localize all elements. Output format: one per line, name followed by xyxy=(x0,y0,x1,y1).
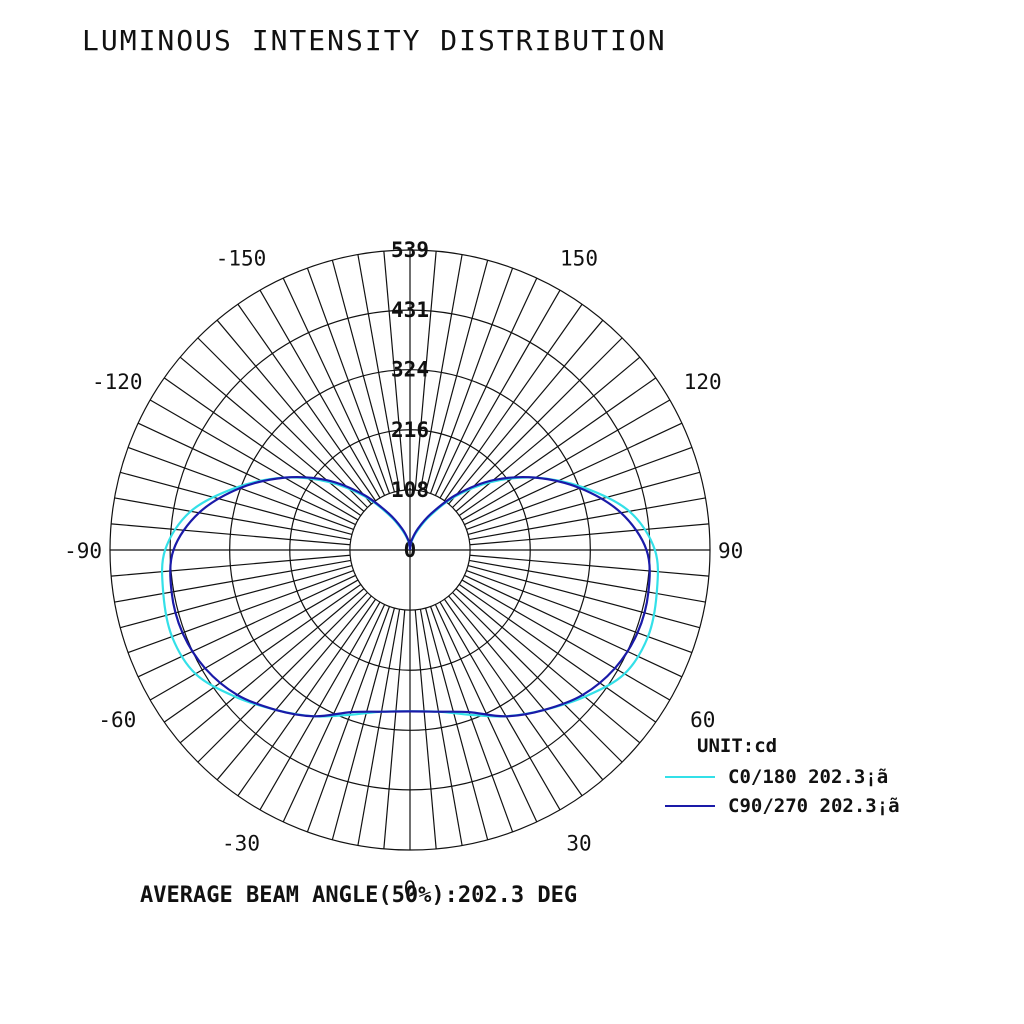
grid-spoke xyxy=(120,471,353,536)
grid-spoke xyxy=(179,588,365,744)
grid-spoke xyxy=(259,289,381,499)
grid-spoke xyxy=(306,267,391,494)
grid-spoke xyxy=(120,564,353,629)
grid-spoke xyxy=(439,289,561,499)
grid-spoke xyxy=(357,609,401,846)
radial-tick-label: 108 xyxy=(391,478,429,502)
grid-spoke xyxy=(452,337,623,508)
angle-label: -90 xyxy=(64,539,102,563)
grid-spoke xyxy=(197,592,368,763)
grid-spoke xyxy=(137,574,356,678)
grid-spoke xyxy=(331,260,396,493)
grid-spoke xyxy=(237,303,377,502)
grid-spoke xyxy=(434,277,538,496)
grid-spoke xyxy=(419,254,463,491)
grid-spoke xyxy=(467,471,700,536)
grid-spoke xyxy=(458,377,657,517)
grid-spoke xyxy=(455,588,641,744)
legend-label-c0: C0/180 202.3¡ã xyxy=(728,766,888,788)
grid-spoke xyxy=(448,595,604,781)
grid-spoke xyxy=(439,601,561,811)
radial-tick-label: 324 xyxy=(391,358,429,382)
radial-tick-label: 431 xyxy=(391,298,429,322)
grid-spoke xyxy=(429,267,514,494)
legend-label-c90: C90/270 202.3¡ã xyxy=(728,795,900,817)
grid-spoke xyxy=(237,598,377,797)
grid-spoke xyxy=(461,399,671,521)
angle-tick-labels: 0 30 -30 60 -60 90 -90 120 -120 150 -150 xyxy=(64,246,743,901)
grid-spoke xyxy=(137,422,356,526)
angle-label: 60 xyxy=(690,708,715,732)
grid-spoke xyxy=(469,554,709,577)
grid-spoke xyxy=(259,601,381,811)
grid-spoke xyxy=(149,399,359,521)
grid-spoke xyxy=(434,604,538,823)
grid-spoke xyxy=(163,377,362,517)
grid-spoke xyxy=(458,583,657,723)
angle-label: 150 xyxy=(560,246,598,270)
grid-spoke xyxy=(383,609,406,849)
grid-spoke xyxy=(414,609,437,849)
grid-spoke xyxy=(383,251,406,491)
grid-spoke xyxy=(464,574,683,678)
grid-spoke xyxy=(331,607,396,840)
grid-spoke xyxy=(179,356,365,512)
legend-unit: UNIT:cd xyxy=(697,735,777,757)
grid-spoke xyxy=(467,564,700,629)
grid-spoke xyxy=(114,559,351,603)
chart-title: LUMINOUS INTENSITY DISTRIBUTION xyxy=(82,24,667,57)
grid-spoke xyxy=(469,523,709,546)
grid-spoke xyxy=(306,606,391,833)
polar-grid xyxy=(109,249,711,851)
grid-spoke xyxy=(282,604,386,823)
grid-spoke xyxy=(455,356,641,512)
grid-spoke xyxy=(469,559,706,603)
grid-spoke xyxy=(443,598,583,797)
radial-tick-label: 539 xyxy=(391,238,429,262)
grid-spoke xyxy=(424,607,489,840)
grid-spoke xyxy=(466,569,693,654)
grid-spoke xyxy=(282,277,386,496)
grid-spoke xyxy=(357,254,401,491)
radial-tick-label: 216 xyxy=(391,418,429,442)
angle-label: -150 xyxy=(216,246,267,270)
angle-label: -30 xyxy=(222,832,260,856)
angle-label: 90 xyxy=(718,539,743,563)
angle-label: 0 xyxy=(404,877,417,901)
legend: UNIT:cd C0/180 202.3¡ã C90/270 202.3¡ã xyxy=(665,735,900,817)
grid-spoke xyxy=(163,583,362,723)
angle-label: -120 xyxy=(92,370,143,394)
grid-spoke xyxy=(114,497,351,541)
grid-spoke xyxy=(464,422,683,526)
grid-spoke xyxy=(111,523,351,546)
grid-spoke xyxy=(216,319,372,505)
intensity-curves xyxy=(160,475,660,718)
beam-angle-footer: AVERAGE BEAM ANGLE(50%):202.3 DEG xyxy=(140,883,577,908)
grid-spoke xyxy=(452,592,623,763)
grid-spoke xyxy=(111,554,351,577)
grid-spoke xyxy=(469,497,706,541)
grid-spoke xyxy=(424,260,489,493)
grid-spoke xyxy=(216,595,372,781)
angle-label: 120 xyxy=(684,370,722,394)
grid-spoke xyxy=(414,251,437,491)
grid-spoke xyxy=(419,609,463,846)
grid-spoke xyxy=(461,579,671,701)
grid-spoke xyxy=(448,319,604,505)
grid-spoke xyxy=(127,569,354,654)
grid-spoke xyxy=(197,337,368,508)
angle-label: -60 xyxy=(98,708,136,732)
curve-c90-270 xyxy=(169,475,651,718)
grid-spoke xyxy=(429,606,514,833)
grid-spoke xyxy=(443,303,583,502)
angle-label: 30 xyxy=(566,832,591,856)
grid-spoke xyxy=(149,579,359,701)
